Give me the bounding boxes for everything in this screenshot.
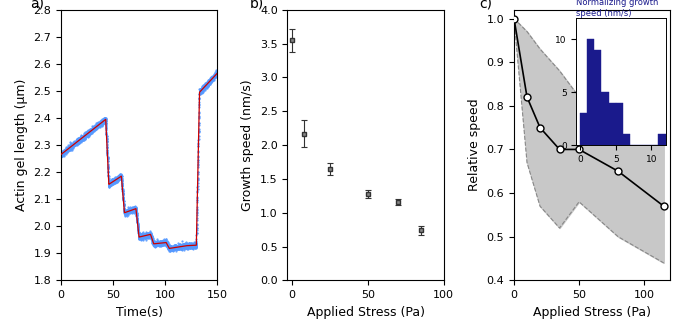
X-axis label: Time(s): Time(s)	[116, 306, 162, 319]
X-axis label: Applied Stress (Pa): Applied Stress (Pa)	[533, 306, 651, 319]
Y-axis label: Growth speed (nm/s): Growth speed (nm/s)	[242, 79, 255, 211]
Y-axis label: Actin gel length (μm): Actin gel length (μm)	[15, 79, 28, 211]
X-axis label: Applied Stress (Pa): Applied Stress (Pa)	[307, 306, 424, 319]
Y-axis label: Relative speed: Relative speed	[468, 99, 481, 191]
Text: b): b)	[250, 0, 264, 10]
Text: c): c)	[479, 0, 493, 10]
Text: a): a)	[30, 0, 44, 10]
